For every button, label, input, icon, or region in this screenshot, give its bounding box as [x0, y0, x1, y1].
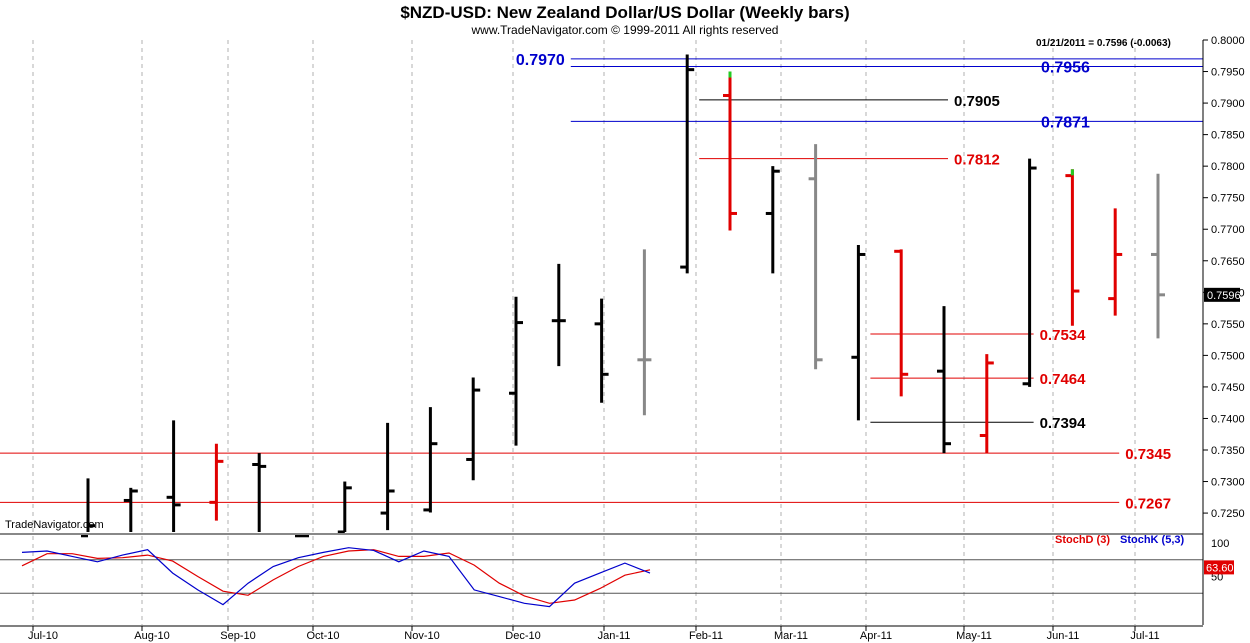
- price-tick-label: 0.7500: [1211, 350, 1245, 362]
- price-tick-label: 0.8000: [1211, 35, 1245, 47]
- ohlc-bar: [209, 443, 224, 521]
- ohlc-bar: [937, 306, 951, 454]
- ohlc-bar: [851, 245, 866, 421]
- price-tick-label: 0.7700: [1211, 224, 1245, 236]
- ohlc-bar: [123, 487, 138, 532]
- stochd-label: StochD (3): [1055, 534, 1110, 546]
- ohlc-bar: [551, 263, 566, 367]
- ohlc-bar: [81, 478, 95, 538]
- watermark: TradeNavigator.com: [5, 519, 104, 531]
- price-tick-label: 0.7900: [1211, 98, 1245, 110]
- ohlc-bar: [1022, 158, 1037, 387]
- ohlc-bar: [166, 420, 181, 532]
- month-label: Nov-10: [404, 630, 439, 642]
- ohlc-bar: [466, 377, 481, 481]
- month-label: Mar-11: [774, 630, 808, 642]
- month-label: Dec-10: [505, 630, 540, 642]
- ohlc-bar: [723, 71, 737, 231]
- level-label-0.7905: 0.7905: [954, 93, 1000, 110]
- ohlc-bar: [380, 422, 395, 531]
- stoch-tick-label: 100: [1211, 538, 1229, 550]
- price-tick-label: 0.7450: [1211, 382, 1245, 394]
- ohlc-bar: [1108, 208, 1123, 316]
- level-label-0.7956: 0.7956: [1041, 59, 1090, 76]
- price-tick-label: 0.7800: [1211, 161, 1245, 173]
- month-label: Jun-11: [1047, 630, 1080, 642]
- last-price-label: 0.7596: [1207, 290, 1241, 302]
- ohlc-bar: [637, 249, 652, 416]
- stochk-line: [21, 547, 651, 608]
- level-label-0.7464: 0.7464: [1040, 371, 1087, 388]
- copyright-subtitle: www.TradeNavigator.com © 1999-2011 All r…: [471, 23, 779, 37]
- month-label: Aug-10: [134, 630, 169, 642]
- ohlc-bar: [680, 54, 695, 274]
- chart-title: $NZD-USD: New Zealand Dollar/US Dollar (…: [400, 3, 849, 22]
- price-tick-label: 0.7300: [1211, 477, 1245, 489]
- ohlc-bar: [252, 453, 267, 532]
- stoch-value-label: 63.60: [1206, 562, 1234, 574]
- level-lines: 0.7970 0.7956 0.7905 0.7871 0.7812 0.7534 0.74…: [0, 52, 1203, 512]
- month-label: Jul-10: [28, 630, 58, 642]
- ohlc-bar: [594, 298, 609, 403]
- month-label: Apr-11: [860, 630, 892, 642]
- month-label: Feb-11: [689, 630, 723, 642]
- ohlc-bar: [894, 249, 909, 397]
- month-label: Sep-10: [220, 630, 255, 642]
- ohlc-bar: [509, 296, 523, 446]
- ohlc-bar: [808, 144, 823, 370]
- price-tick-label: 0.7650: [1211, 256, 1245, 268]
- level-label-0.7871: 0.7871: [1041, 114, 1090, 131]
- price-bars: [81, 54, 1165, 538]
- axes: 0.8000 0.7950 0.7900 0.7850 0.7800 0.7750 0.77…: [0, 35, 1245, 642]
- level-label-0.7970: 0.7970: [516, 52, 565, 69]
- price-tick-label: 0.7250: [1211, 508, 1245, 520]
- quote-label: 01/21/2011 = 0.7596 (-0.0063): [1036, 38, 1171, 49]
- price-tick-label: 0.7850: [1211, 130, 1245, 142]
- stoch-value-box: [1204, 560, 1234, 575]
- grid-lines: [32, 40, 1136, 625]
- stochk-label: StochK (5,3): [1120, 534, 1185, 546]
- month-label: Jul-11: [1130, 630, 1159, 642]
- stoch-tick-label: 50: [1211, 572, 1223, 584]
- ohlc-bar: [979, 354, 994, 454]
- ohlc-bar: [1151, 173, 1165, 339]
- ohlc-bar: [423, 407, 438, 513]
- ohlc-bar: [1065, 169, 1080, 326]
- price-tick-label: 0.7950: [1211, 67, 1245, 79]
- month-label: May-11: [956, 630, 992, 642]
- last-price-box: [1204, 287, 1240, 302]
- ohlc-bar: [295, 534, 309, 538]
- level-label-0.7812: 0.7812: [954, 152, 1000, 169]
- price-tick-label: 0.7550: [1211, 319, 1245, 331]
- level-label-0.7267: 0.7267: [1125, 495, 1171, 512]
- month-label: Oct-10: [306, 630, 339, 642]
- ohlc-bar: [337, 481, 352, 534]
- ohlc-bar: [765, 166, 780, 274]
- price-tick-label: 0.7750: [1211, 193, 1245, 205]
- month-label: Jan-11: [598, 630, 631, 642]
- stochd-line: [21, 549, 651, 604]
- price-tick-label: 0.7350: [1211, 445, 1245, 457]
- level-label-0.7345: 0.7345: [1125, 446, 1171, 463]
- price-tick-label: 0.7400: [1211, 413, 1245, 425]
- level-label-0.7534: 0.7534: [1040, 327, 1087, 344]
- level-label-0.7394: 0.7394: [1040, 415, 1087, 432]
